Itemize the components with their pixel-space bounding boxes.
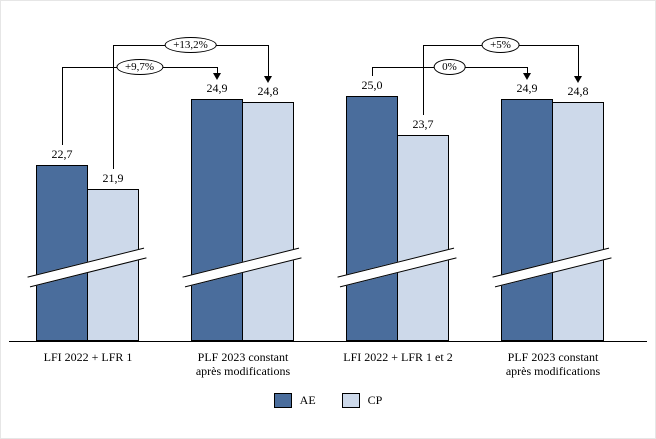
annotation-oval-2: 0% [433,59,466,75]
value-label-ae-group1: 22,7 [51,147,73,161]
arrowhead-down-icon [213,73,221,80]
category-label-line: LFI 2022 + LFR 1 [43,350,133,364]
arrowhead-down-icon [264,76,272,83]
category-label-line: PLF 2023 constant [507,350,599,364]
annotation-source-line-2 [372,67,373,76]
annotation-dest-line-0 [217,67,218,73]
category-label-group2: PLF 2023 constant après modifications [158,350,328,378]
annotation-dest-line-1 [268,45,269,76]
category-label-group4: PLF 2023 constant après modifications [468,350,638,378]
category-label-line: PLF 2023 constant [197,350,289,364]
value-label-ae-group4: 24,9 [516,81,538,95]
bar-ae-group1 [36,165,88,341]
bar-cp-group3 [397,135,449,341]
annotation-source-line-3 [423,45,424,115]
bar-ae-group3 [346,96,398,341]
value-label-cp-group3: 23,7 [412,117,434,131]
bar-cp-group2 [242,102,294,341]
value-label-ae-group2: 24,9 [206,81,228,95]
value-label-cp-group1: 21,9 [102,171,124,185]
legend-swatch-ae [273,393,292,408]
bar-ae-group2 [191,99,243,341]
annotation-dest-line-3 [578,45,579,76]
arrowhead-down-icon [523,73,531,80]
x-axis-line [9,341,647,342]
value-label-ae-group3: 25,0 [361,78,383,92]
legend-item-cp: CP [341,393,383,408]
annotation-oval-1: +13,2% [164,37,217,53]
bar-cp-group4 [552,102,604,341]
chart-legend: AE CP [1,393,655,408]
category-label-line: LFI 2022 + LFR 1 et 2 [343,350,453,364]
category-label-group1: LFI 2022 + LFR 1 [3,350,173,364]
category-label-line: après modifications [195,364,291,378]
annotation-source-line-1 [113,45,114,169]
arrowhead-down-icon [574,76,582,83]
annotation-oval-3: +5% [481,37,520,53]
category-label-group3: LFI 2022 + LFR 1 et 2 [313,350,483,364]
legend-swatch-cp [341,393,360,408]
legend-item-ae: AE [273,393,316,408]
annotation-source-line-0 [62,67,63,145]
legend-label-cp: CP [367,393,383,407]
value-label-cp-group4: 24,8 [567,84,589,98]
category-label-line: après modifications [505,364,601,378]
legend-label-ae: AE [299,393,316,407]
annotation-oval-0: +9,7% [115,59,164,75]
bar-ae-group4 [501,99,553,341]
value-label-cp-group2: 24,8 [257,84,279,98]
annotation-dest-line-2 [527,67,528,73]
